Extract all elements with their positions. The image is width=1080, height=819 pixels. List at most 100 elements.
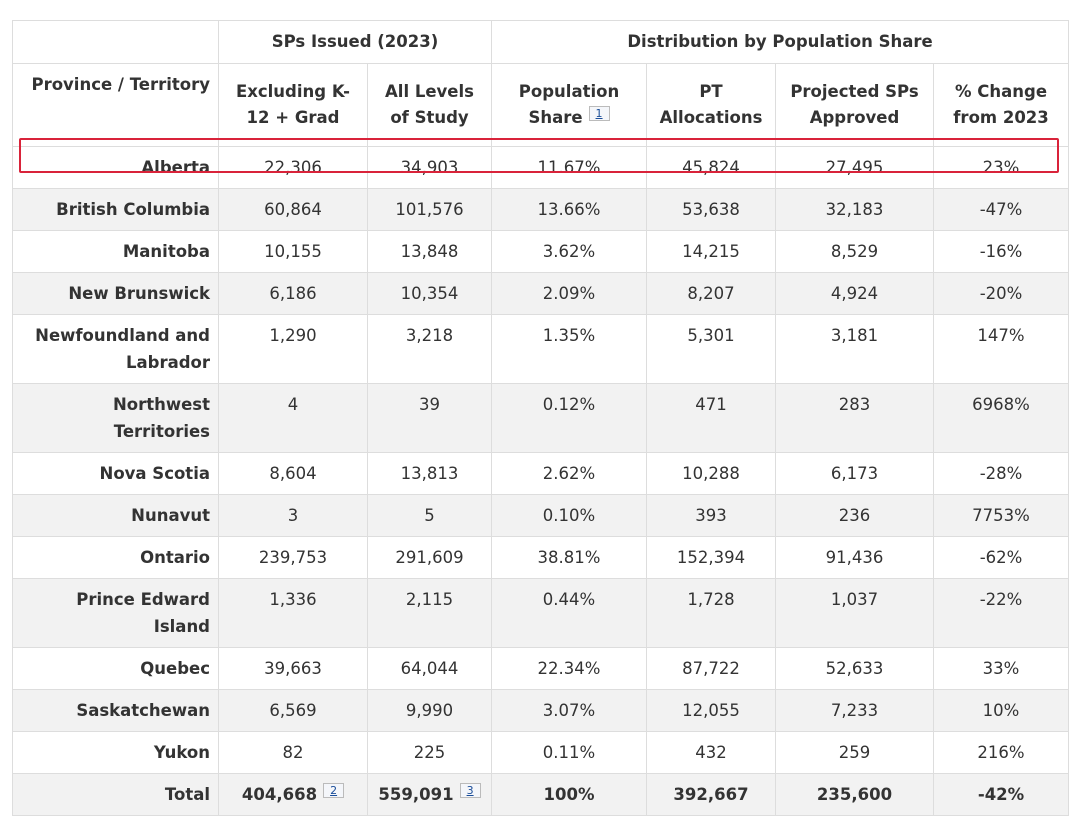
all-levels-cell: 101,576 — [367, 188, 492, 231]
projected-sps-cell: 27,495 — [775, 146, 934, 189]
pt-allocations-cell: 152,394 — [646, 536, 776, 579]
projected-sps-cell: 1,037 — [775, 578, 934, 648]
table-row: Alberta 22,306 34,903 11.67% 45,824 27,4… — [12, 146, 1070, 189]
pct-change-cell: 10% — [932, 689, 1070, 732]
projected-sps-cell: 8,529 — [775, 230, 934, 273]
all-levels-cell: 291,609 — [367, 536, 492, 579]
header-group-row: SPs Issued (2023) Distribution by Popula… — [12, 20, 1070, 64]
excluding-cell: 82 — [218, 731, 368, 774]
pt-allocations-cell: 14,215 — [646, 230, 776, 273]
excluding-cell: 239,753 — [218, 536, 368, 579]
total-row: Total 404,668 2 559,091 3 100% 392,667 235… — [12, 773, 1070, 816]
province-cell: Alberta — [12, 146, 219, 189]
pct-change-cell: -28% — [932, 452, 1070, 495]
pt-allocations-cell: 12,055 — [646, 689, 776, 732]
pct-change-cell: 23% — [932, 146, 1070, 189]
province-cell: Saskatchewan — [12, 689, 219, 732]
all-levels-cell: 9,990 — [367, 689, 492, 732]
table-row: Yukon 82 225 0.11% 432 259 216% — [12, 731, 1070, 774]
total-excluding-cell: 404,668 2 — [218, 773, 368, 816]
table-header: SPs Issued (2023) Distribution by Popula… — [12, 20, 1070, 147]
table-row: Manitoba 10,155 13,848 3.62% 14,215 8,52… — [12, 230, 1070, 273]
population-share-cell: 38.81% — [491, 536, 647, 579]
pct-change-cell: 147% — [932, 314, 1070, 384]
projected-sps-cell: 3,181 — [775, 314, 934, 384]
footnote-link-2[interactable]: 2 — [323, 783, 345, 798]
header-population-share-label: Population Share — [518, 82, 620, 127]
population-share-cell: 3.07% — [491, 689, 647, 732]
population-share-cell: 0.12% — [491, 383, 647, 453]
pct-change-cell: -62% — [932, 536, 1070, 579]
pct-change-cell: 216% — [932, 731, 1070, 774]
excluding-cell: 1,290 — [218, 314, 368, 384]
all-levels-cell: 13,848 — [367, 230, 492, 273]
total-all-levels-value: 559,091 — [378, 785, 454, 804]
all-levels-cell: 5 — [367, 494, 492, 537]
table-body: Alberta 22,306 34,903 11.67% 45,824 27,4… — [12, 146, 1070, 816]
province-cell: Manitoba — [12, 230, 219, 273]
pct-change-cell: -47% — [932, 188, 1070, 231]
province-cell: British Columbia — [12, 188, 219, 231]
excluding-cell: 4 — [218, 383, 368, 453]
population-share-cell: 13.66% — [491, 188, 647, 231]
header-all-levels: All Levels of Study — [367, 63, 492, 147]
table-row: Northwest Territories 4 39 0.12% 471 283… — [12, 383, 1070, 453]
sp-distribution-table: SPs Issued (2023) Distribution by Popula… — [12, 20, 1070, 816]
footnote-link-1[interactable]: 1 — [588, 106, 610, 121]
province-cell: Yukon — [12, 731, 219, 774]
projected-sps-cell: 259 — [775, 731, 934, 774]
total-pt-allocations-cell: 392,667 — [646, 773, 776, 816]
pt-allocations-cell: 393 — [646, 494, 776, 537]
excluding-cell: 6,186 — [218, 272, 368, 315]
province-cell: New Brunswick — [12, 272, 219, 315]
population-share-cell: 22.34% — [491, 647, 647, 690]
pt-allocations-cell: 45,824 — [646, 146, 776, 189]
province-cell: Newfoundland and Labrador — [12, 314, 219, 384]
header-excluding: Excluding K-12 + Grad — [218, 63, 368, 147]
province-cell: Prince Edward Island — [12, 578, 219, 648]
header-population-share: Population Share 1 — [491, 63, 647, 147]
excluding-cell: 22,306 — [218, 146, 368, 189]
province-cell: Northwest Territories — [12, 383, 219, 453]
total-label-cell: Total — [12, 773, 219, 816]
header-group-sps-issued: SPs Issued (2023) — [218, 20, 492, 64]
population-share-cell: 2.62% — [491, 452, 647, 495]
province-cell: Ontario — [12, 536, 219, 579]
excluding-cell: 3 — [218, 494, 368, 537]
table-row: Quebec 39,663 64,044 22.34% 87,722 52,63… — [12, 647, 1070, 690]
excluding-cell: 39,663 — [218, 647, 368, 690]
header-province: Province / Territory — [12, 63, 219, 147]
pt-allocations-cell: 471 — [646, 383, 776, 453]
pct-change-cell: 33% — [932, 647, 1070, 690]
pct-change-cell: -16% — [932, 230, 1070, 273]
all-levels-cell: 3,218 — [367, 314, 492, 384]
table-row: Saskatchewan 6,569 9,990 3.07% 12,055 7,… — [12, 689, 1070, 732]
table-row: New Brunswick 6,186 10,354 2.09% 8,207 4… — [12, 272, 1070, 315]
pt-allocations-cell: 8,207 — [646, 272, 776, 315]
table-row: Nunavut 3 5 0.10% 393 236 7753% — [12, 494, 1070, 537]
footnote-link-3[interactable]: 3 — [459, 783, 481, 798]
projected-sps-cell: 91,436 — [775, 536, 934, 579]
population-share-cell: 3.62% — [491, 230, 647, 273]
all-levels-cell: 39 — [367, 383, 492, 453]
total-pct-change-cell: -42% — [932, 773, 1070, 816]
pt-allocations-cell: 5,301 — [646, 314, 776, 384]
population-share-cell: 0.44% — [491, 578, 647, 648]
total-all-levels-cell: 559,091 3 — [367, 773, 492, 816]
excluding-cell: 6,569 — [218, 689, 368, 732]
pct-change-cell: -20% — [932, 272, 1070, 315]
total-projected-sps-cell: 235,600 — [775, 773, 934, 816]
all-levels-cell: 10,354 — [367, 272, 492, 315]
all-levels-cell: 64,044 — [367, 647, 492, 690]
projected-sps-cell: 283 — [775, 383, 934, 453]
header-pt-allocations: PT Allocations — [646, 63, 776, 147]
header-pct-change: % Change from 2023 — [932, 63, 1070, 147]
header-group-distribution: Distribution by Population Share — [490, 20, 1070, 64]
header-column-row: Province / Territory Excluding K-12 + Gr… — [12, 63, 1070, 147]
population-share-cell: 11.67% — [491, 146, 647, 189]
all-levels-cell: 225 — [367, 731, 492, 774]
pt-allocations-cell: 53,638 — [646, 188, 776, 231]
province-cell: Quebec — [12, 647, 219, 690]
table-row: Nova Scotia 8,604 13,813 2.62% 10,288 6,… — [12, 452, 1070, 495]
